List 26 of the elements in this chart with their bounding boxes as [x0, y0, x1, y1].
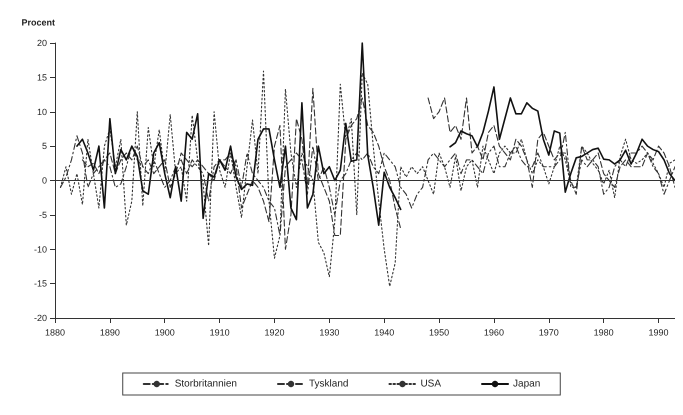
y-tick-label: 20	[36, 38, 47, 48]
x-tick-label: 1970	[538, 328, 559, 338]
legend-label: Tyskland	[308, 378, 348, 390]
x-tick-label: 1890	[100, 328, 120, 338]
y-tick-label: -20	[34, 313, 47, 323]
x-tick-label: 1900	[154, 328, 175, 338]
y-tick-label: 15	[36, 72, 47, 82]
x-tick-label: 1960	[484, 328, 504, 338]
x-tick-label: 1910	[210, 328, 230, 338]
y-tick-label: -10	[34, 244, 47, 254]
y-tick-label: 10	[36, 106, 47, 117]
y-tick-label: -5	[38, 210, 47, 220]
x-tick-label: 1940	[374, 328, 394, 338]
x-tick-label: 1920	[264, 328, 284, 338]
x-tick-label: 1930	[319, 328, 340, 338]
x-tick-label: 1950	[429, 328, 450, 338]
legend-label: Japan	[513, 378, 540, 390]
x-tick-label: 1880	[44, 328, 66, 338]
y-tick-label: 0	[42, 176, 47, 186]
legend-label: USA	[420, 378, 442, 390]
x-tick-label: 1980	[594, 328, 614, 338]
x-tick-label: 1990	[648, 328, 669, 338]
y-tick-label: -15	[34, 278, 47, 289]
legend-label: Storbritannien	[174, 378, 237, 390]
y-tick-label: 5	[42, 141, 47, 152]
y-axis-title: Procent	[21, 18, 55, 28]
